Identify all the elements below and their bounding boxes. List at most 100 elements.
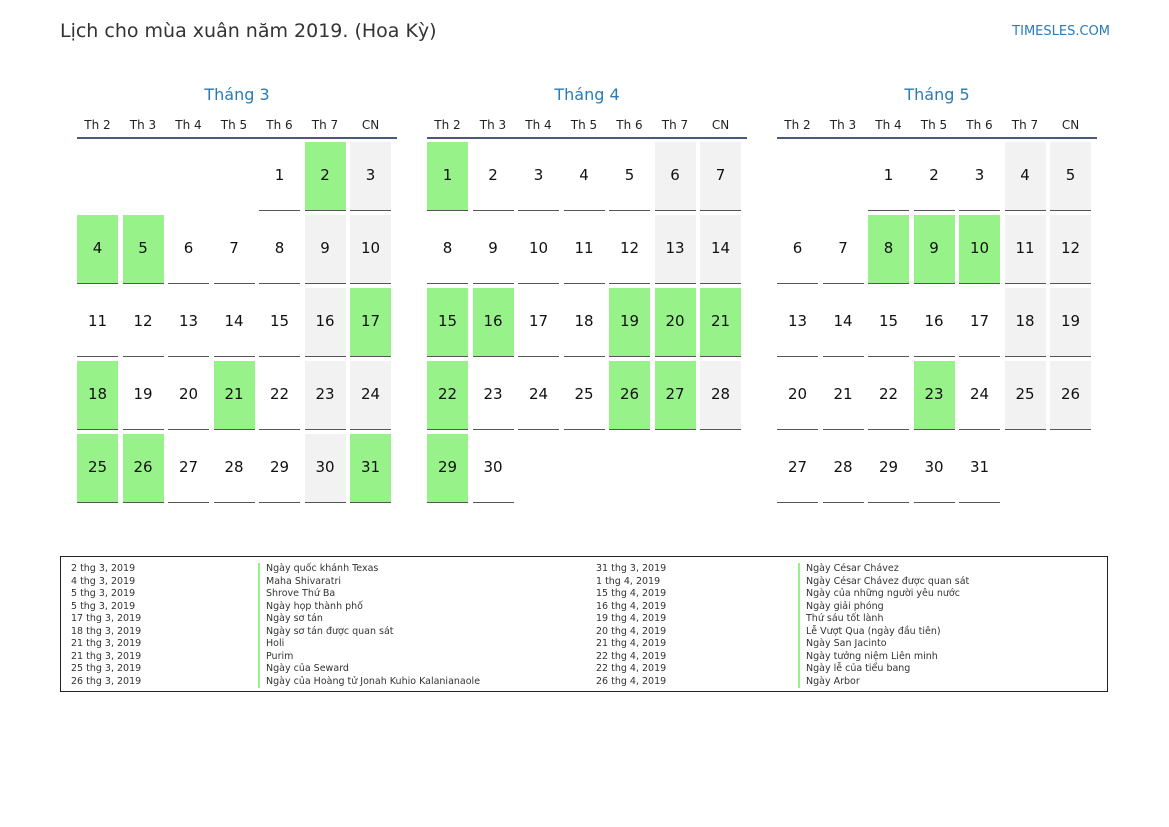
day-cell[interactable]: 25 (77, 434, 118, 503)
day-cell[interactable]: 7 (700, 142, 741, 211)
day-cell[interactable]: 6 (777, 215, 818, 284)
day-cell[interactable]: 24 (350, 361, 391, 430)
day-cell[interactable]: 11 (563, 215, 605, 284)
day-cell[interactable]: 12 (1050, 215, 1091, 284)
day-cell[interactable]: 30 (304, 434, 346, 503)
day-cell[interactable]: 5 (1050, 142, 1091, 211)
day-cell[interactable]: 30 (913, 434, 955, 503)
day-cell[interactable]: 8 (427, 215, 468, 284)
day-cell[interactable]: 14 (700, 215, 741, 284)
day-cell[interactable]: 22 (259, 361, 300, 430)
day-cell[interactable]: 19 (122, 361, 164, 430)
day-cell[interactable]: 15 (259, 288, 300, 357)
day-cell[interactable]: 16 (472, 288, 514, 357)
day-cell[interactable]: 26 (1050, 361, 1091, 430)
day-cell[interactable]: 2 (472, 142, 514, 211)
day-cell[interactable]: 6 (168, 215, 209, 284)
day-cell[interactable]: 26 (122, 434, 164, 503)
day-cell[interactable]: 19 (1050, 288, 1091, 357)
holiday-date: 17 thg 3, 2019 (71, 613, 142, 624)
day-cell[interactable]: 10 (350, 215, 391, 284)
day-cell[interactable]: 23 (472, 361, 514, 430)
day-cell[interactable]: 29 (259, 434, 300, 503)
holiday-name: Ngày của Hoàng tử Jonah Kuhio Kalanianao… (258, 675, 480, 688)
day-cell[interactable]: 28 (700, 361, 741, 430)
day-cell[interactable]: 2 (913, 142, 955, 211)
day-cell[interactable]: 17 (350, 288, 391, 357)
day-cell[interactable]: 20 (777, 361, 818, 430)
day-cell[interactable]: 1 (259, 142, 300, 211)
day-cell[interactable]: 25 (563, 361, 605, 430)
day-cell[interactable]: 2 (304, 142, 346, 211)
day-cell[interactable]: 31 (350, 434, 391, 503)
day-cell[interactable]: 17 (518, 288, 559, 357)
day-cell[interactable]: 24 (959, 361, 1000, 430)
day-cell[interactable]: 25 (1004, 361, 1046, 430)
day-cell[interactable]: 1 (868, 142, 909, 211)
day-cell[interactable]: 13 (168, 288, 209, 357)
day-cell[interactable]: 18 (563, 288, 605, 357)
day-cell[interactable]: 16 (913, 288, 955, 357)
day-cell[interactable]: 27 (654, 361, 696, 430)
month-title: Tháng 5 (904, 85, 970, 104)
day-cell[interactable]: 10 (518, 215, 559, 284)
day-cell[interactable]: 5 (609, 142, 650, 211)
day-cell[interactable]: 6 (654, 142, 696, 211)
day-cell[interactable]: 4 (1004, 142, 1046, 211)
day-cell[interactable]: 9 (472, 215, 514, 284)
day-cell[interactable]: 19 (609, 288, 650, 357)
day-cell[interactable]: 27 (168, 434, 209, 503)
day-cell[interactable]: 15 (868, 288, 909, 357)
site-link[interactable]: TIMESLES.COM (1012, 24, 1110, 39)
day-cell[interactable]: 11 (1004, 215, 1046, 284)
day-cell[interactable]: 17 (959, 288, 1000, 357)
day-cell[interactable]: 10 (959, 215, 1000, 284)
day-cell[interactable]: 28 (822, 434, 864, 503)
day-cell[interactable]: 21 (700, 288, 741, 357)
day-cell[interactable]: 3 (518, 142, 559, 211)
day-cell[interactable]: 5 (122, 215, 164, 284)
day-cell[interactable]: 13 (654, 215, 696, 284)
day-cell[interactable]: 21 (822, 361, 864, 430)
day-cell[interactable]: 22 (868, 361, 909, 430)
day-cell[interactable]: 29 (427, 434, 468, 503)
day-cell[interactable]: 1 (427, 142, 468, 211)
day-cell[interactable]: 4 (77, 215, 118, 284)
weekday-label: Th 3 (479, 118, 507, 132)
day-cell[interactable]: 30 (472, 434, 514, 503)
day-cell[interactable]: 24 (518, 361, 559, 430)
day-cell[interactable]: 20 (168, 361, 209, 430)
day-cell[interactable]: 21 (213, 361, 255, 430)
day-cell[interactable]: 20 (654, 288, 696, 357)
day-cell[interactable]: 16 (304, 288, 346, 357)
day-cell[interactable]: 7 (822, 215, 864, 284)
day-cell[interactable]: 9 (304, 215, 346, 284)
day-cell[interactable]: 22 (427, 361, 468, 430)
day-cell[interactable]: 11 (77, 288, 118, 357)
day-cell[interactable]: 15 (427, 288, 468, 357)
day-cell[interactable]: 3 (959, 142, 1000, 211)
day-cell[interactable]: 23 (913, 361, 955, 430)
day-cell[interactable]: 27 (777, 434, 818, 503)
day-cell[interactable]: 29 (868, 434, 909, 503)
day-cell[interactable]: 12 (609, 215, 650, 284)
day-cell[interactable]: 4 (563, 142, 605, 211)
day-cell[interactable]: 26 (609, 361, 650, 430)
day-cell[interactable]: 8 (868, 215, 909, 284)
day-cell[interactable]: 31 (959, 434, 1000, 503)
holiday-date: 31 thg 3, 2019 (596, 563, 667, 574)
day-cell[interactable]: 14 (213, 288, 255, 357)
day-cell[interactable]: 13 (777, 288, 818, 357)
day-cell[interactable]: 7 (213, 215, 255, 284)
day-cell[interactable]: 18 (1004, 288, 1046, 357)
day-cell[interactable]: 8 (259, 215, 300, 284)
day-cell[interactable]: 28 (213, 434, 255, 503)
day-cell[interactable]: 3 (350, 142, 391, 211)
day-cell[interactable]: 12 (122, 288, 164, 357)
empty-day-cell (123, 142, 164, 211)
holiday-date: 26 thg 4, 2019 (596, 675, 667, 687)
day-cell[interactable]: 23 (304, 361, 346, 430)
day-cell[interactable]: 18 (77, 361, 118, 430)
day-cell[interactable]: 9 (913, 215, 955, 284)
day-cell[interactable]: 14 (822, 288, 864, 357)
